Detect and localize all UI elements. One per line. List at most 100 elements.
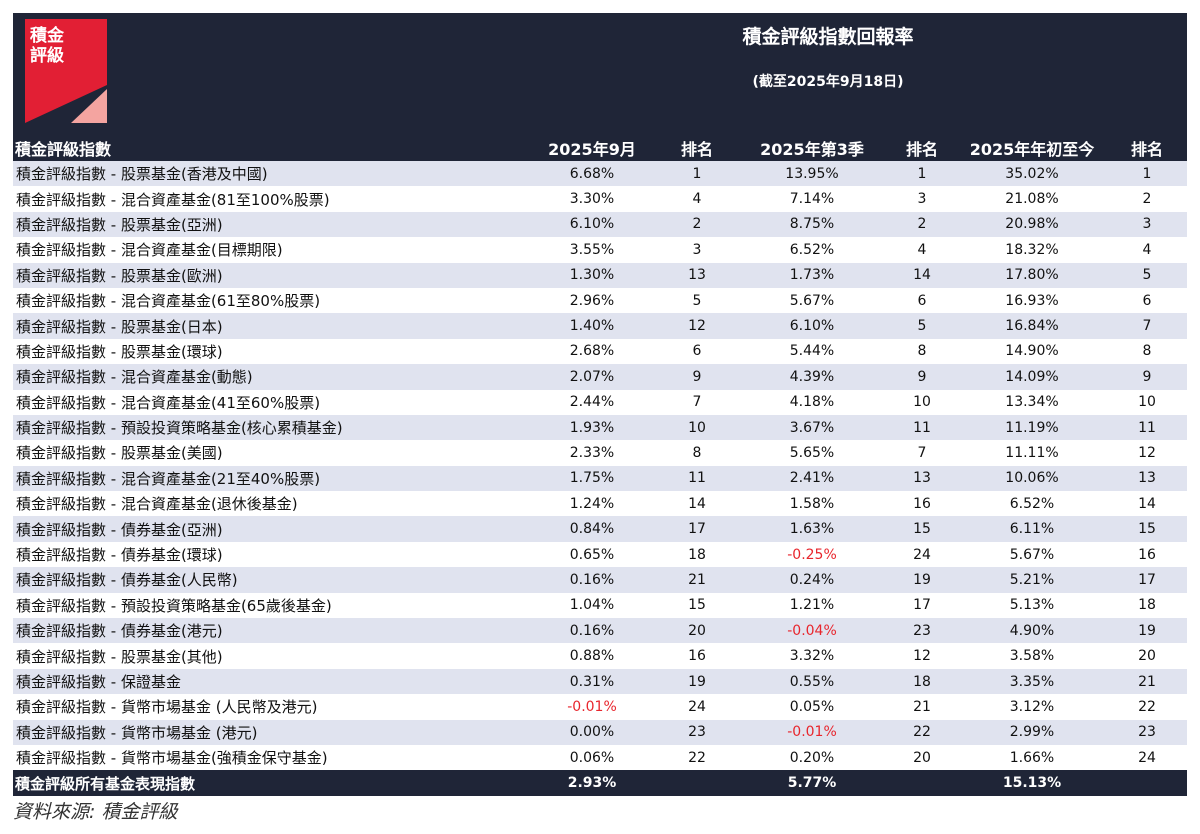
cell-index-name: 積金評級指數 - 預設投資策略基金(核心累積基金) bbox=[13, 414, 527, 441]
cell-rank-q3: 4 bbox=[887, 237, 957, 263]
table-header-banner: 積金 評級 積金評級指數回報率 (截至2025年9月18日) bbox=[13, 13, 1187, 135]
table-row: 積金評級指數 - 貨幣市場基金 (港元) 0.00% 23 -0.01% 22 2.99%… bbox=[13, 719, 1187, 745]
cell-rank-q3: 17 bbox=[887, 592, 957, 619]
table-row: 積金評級指數 - 股票基金(美國) 2.33% 8 5.65% 7 11.11% 12 bbox=[13, 440, 1187, 466]
table-row: 積金評級指數 - 混合資產基金(81至100%股票) 3.30% 4 7.14% 3 21… bbox=[13, 186, 1187, 212]
cell-ytd-2025: 13.34% bbox=[957, 389, 1107, 415]
cell-rank-ytd: 6 bbox=[1107, 287, 1187, 314]
cell-rank-ytd: 20 bbox=[1107, 643, 1187, 669]
cell-q3-2025: 5.44% bbox=[737, 338, 887, 365]
cell-ytd-2025: 6.11% bbox=[957, 516, 1107, 542]
returns-table: 積金評級指數 2025年9月 排名 2025年第3季 排名 2025年年初至今 排名 積金評… bbox=[13, 135, 1187, 797]
table-row: 積金評級指數 - 混合資產基金(退休後基金) 1.24% 14 1.58% 16 6.52… bbox=[13, 491, 1187, 517]
total-cell-q3-2025: 5.77% bbox=[737, 770, 887, 797]
cell-ytd-2025: 2.99% bbox=[957, 719, 1107, 745]
table-row: 積金評級指數 - 債券基金(亞洲) 0.84% 17 1.63% 15 6.11% 15 bbox=[13, 516, 1187, 542]
page-subtitle: (截至2025年9月18日) bbox=[752, 74, 904, 90]
cell-sep-2025: 0.00% bbox=[527, 719, 657, 745]
cell-ytd-2025: 20.98% bbox=[957, 211, 1107, 238]
table-row: 積金評級指數 - 股票基金(環球) 2.68% 6 5.44% 8 14.90% 8 bbox=[13, 338, 1187, 365]
cell-rank-sep: 9 bbox=[657, 364, 737, 390]
cell-rank-q3: 21 bbox=[887, 694, 957, 720]
cell-q3-2025: 7.14% bbox=[737, 186, 887, 212]
table-row: 積金評級指數 - 保證基金 0.31% 19 0.55% 18 3.35% 21 bbox=[13, 668, 1187, 695]
cell-index-name: 積金評級指數 - 股票基金(環球) bbox=[13, 338, 527, 365]
total-cell-rank-ytd bbox=[1107, 770, 1187, 797]
cell-sep-2025: 1.93% bbox=[527, 414, 657, 441]
column-header-rank-q3: 排名 bbox=[887, 135, 957, 161]
cell-rank-sep: 24 bbox=[657, 694, 737, 720]
cell-sep-2025: 2.44% bbox=[527, 389, 657, 415]
cell-sep-2025: 0.65% bbox=[527, 541, 657, 568]
cell-q3-2025: 3.32% bbox=[737, 643, 887, 669]
cell-q3-2025: 0.55% bbox=[737, 668, 887, 695]
cell-rank-q3: 15 bbox=[887, 516, 957, 542]
cell-index-name: 積金評級指數 - 混合資產基金(目標期限) bbox=[13, 237, 527, 263]
total-cell-ytd-2025: 15.13% bbox=[957, 770, 1107, 797]
cell-sep-2025: 1.40% bbox=[527, 313, 657, 339]
table-row: 積金評級指數 - 混合資產基金(動態) 2.07% 9 4.39% 9 14.09% 9 bbox=[13, 364, 1187, 390]
cell-q3-2025: 6.52% bbox=[737, 237, 887, 263]
cell-q3-2025: 4.39% bbox=[737, 364, 887, 390]
cell-q3-2025: 13.95% bbox=[737, 161, 887, 187]
cell-index-name: 積金評級指數 - 混合資產基金(41至60%股票) bbox=[13, 389, 527, 415]
cell-rank-q3: 10 bbox=[887, 389, 957, 415]
cell-ytd-2025: 3.58% bbox=[957, 643, 1107, 669]
total-cell-rank-q3 bbox=[887, 770, 957, 797]
table-row: 積金評級指數 - 混合資產基金(41至60%股票) 2.44% 7 4.18% 10 13… bbox=[13, 389, 1187, 415]
cell-rank-q3: 3 bbox=[887, 186, 957, 212]
cell-rank-q3: 2 bbox=[887, 211, 957, 238]
cell-ytd-2025: 16.93% bbox=[957, 287, 1107, 314]
cell-index-name: 積金評級指數 - 混合資產基金(81至100%股票) bbox=[13, 186, 527, 212]
cell-rank-sep: 6 bbox=[657, 338, 737, 365]
cell-index-name: 積金評級指數 - 債券基金(港元) bbox=[13, 618, 527, 644]
cell-sep-2025: 0.84% bbox=[527, 516, 657, 542]
column-header-rank-sep: 排名 bbox=[657, 135, 737, 161]
table-row: 積金評級指數 - 股票基金(其他) 0.88% 16 3.32% 12 3.58% 20 bbox=[13, 643, 1187, 669]
table-row: 積金評級指數 - 貨幣市場基金(強積金保守基金) 0.06% 22 0.20% 20 1.… bbox=[13, 744, 1187, 771]
cell-rank-ytd: 13 bbox=[1107, 465, 1187, 492]
table-row: 積金評級指數 - 股票基金(歐洲) 1.30% 13 1.73% 14 17.80% 5 bbox=[13, 262, 1187, 288]
cell-ytd-2025: 21.08% bbox=[957, 186, 1107, 212]
column-header-q3-2025: 2025年第3季 bbox=[737, 135, 887, 161]
cell-rank-ytd: 3 bbox=[1107, 211, 1187, 238]
cell-rank-q3: 5 bbox=[887, 313, 957, 339]
column-header-ytd-2025: 2025年年初至今 bbox=[957, 135, 1107, 161]
cell-index-name: 積金評級指數 - 貨幣市場基金(強積金保守基金) bbox=[13, 744, 527, 771]
table-total-row: 積金評級所有基金表現指數 2.93% 5.77% 15.13% bbox=[13, 770, 1187, 797]
cell-ytd-2025: 35.02% bbox=[957, 161, 1107, 187]
cell-q3-2025: 0.05% bbox=[737, 694, 887, 720]
cell-sep-2025: 1.30% bbox=[527, 262, 657, 288]
source-note: 資料來源: 積金評級 bbox=[13, 801, 178, 823]
cell-rank-sep: 1 bbox=[657, 161, 737, 187]
cell-ytd-2025: 18.32% bbox=[957, 237, 1107, 263]
table-header-row: 積金評級指數 2025年9月 排名 2025年第3季 排名 2025年年初至今 排名 bbox=[13, 135, 1187, 161]
cell-index-name: 積金評級指數 - 股票基金(其他) bbox=[13, 643, 527, 669]
table-row: 積金評級指數 - 債券基金(港元) 0.16% 20 -0.04% 23 4.90% 19 bbox=[13, 618, 1187, 644]
cell-rank-sep: 20 bbox=[657, 618, 737, 644]
cell-ytd-2025: 1.66% bbox=[957, 744, 1107, 771]
cell-sep-2025: 0.88% bbox=[527, 643, 657, 669]
cell-ytd-2025: 5.67% bbox=[957, 541, 1107, 568]
cell-index-name: 積金評級指數 - 股票基金(香港及中國) bbox=[13, 161, 527, 187]
cell-rank-sep: 12 bbox=[657, 313, 737, 339]
cell-rank-sep: 16 bbox=[657, 643, 737, 669]
cell-rank-ytd: 1 bbox=[1107, 161, 1187, 187]
cell-rank-q3: 19 bbox=[887, 567, 957, 593]
cell-q3-2025: 0.24% bbox=[737, 567, 887, 593]
cell-rank-ytd: 5 bbox=[1107, 262, 1187, 288]
cell-index-name: 積金評級指數 - 混合資產基金(退休後基金) bbox=[13, 491, 527, 517]
cell-rank-q3: 16 bbox=[887, 491, 957, 517]
cell-index-name: 積金評級指數 - 保證基金 bbox=[13, 668, 527, 695]
cell-ytd-2025: 14.09% bbox=[957, 364, 1107, 390]
cell-rank-q3: 14 bbox=[887, 262, 957, 288]
cell-sep-2025: 1.75% bbox=[527, 465, 657, 492]
cell-rank-q3: 9 bbox=[887, 364, 957, 390]
cell-sep-2025: 1.24% bbox=[527, 491, 657, 517]
logo-text-line2: 評級 bbox=[30, 45, 64, 66]
cell-rank-q3: 12 bbox=[887, 643, 957, 669]
cell-rank-sep: 19 bbox=[657, 668, 737, 695]
cell-sep-2025: 0.31% bbox=[527, 668, 657, 695]
cell-q3-2025: 5.65% bbox=[737, 440, 887, 466]
cell-rank-ytd: 16 bbox=[1107, 541, 1187, 568]
